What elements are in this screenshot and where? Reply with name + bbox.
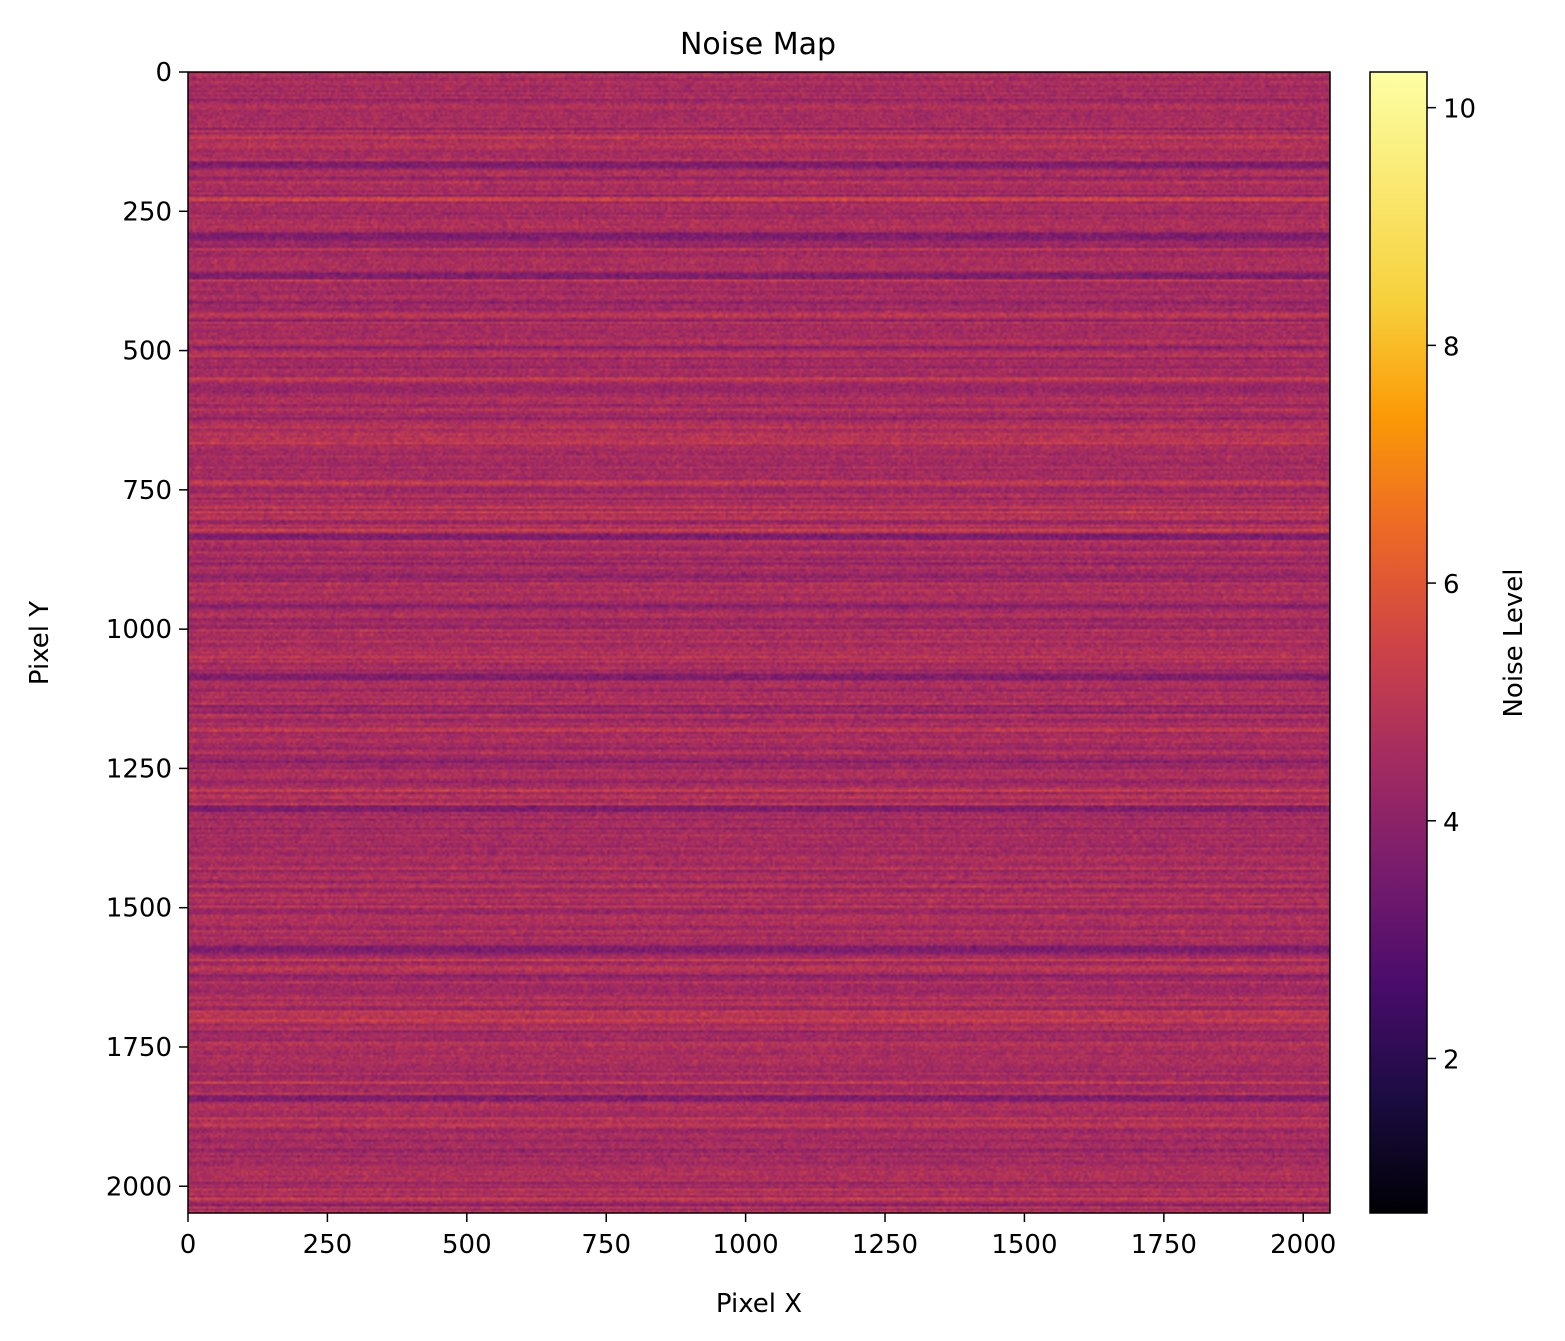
colorbar-tick-label: 8	[1443, 332, 1460, 362]
y-tick-label: 1500	[106, 894, 172, 924]
y-tick-label: 500	[122, 337, 172, 367]
heatmap-raster	[188, 72, 1330, 1213]
colorbar-ticks: 2 4 6 8 10	[1427, 95, 1476, 1075]
y-tick-label: 1000	[106, 615, 172, 645]
colorbar-tick-label: 10	[1443, 95, 1476, 125]
y-tick-label: 1750	[106, 1033, 172, 1063]
colorbar-tick-label: 6	[1443, 570, 1460, 600]
y-tick-label: 1250	[106, 754, 172, 784]
x-axis-label: Pixel X	[716, 1289, 802, 1319]
colorbar-frame	[1369, 71, 1428, 1214]
y-tick-label: 750	[122, 476, 172, 506]
colorbar-tick-label: 2	[1443, 1045, 1460, 1075]
x-tick-label: 2000	[1270, 1230, 1336, 1260]
heatmap-image	[188, 72, 1330, 1213]
colorbar: 2 4 6 8 10 Noise Level	[1369, 71, 1529, 1214]
chart-title: Noise Map	[680, 27, 836, 62]
colorbar-label: Noise Level	[1499, 568, 1529, 717]
y-tick-label: 250	[122, 197, 172, 227]
plot-frame	[187, 71, 1331, 1214]
x-tick-label: 250	[303, 1230, 353, 1260]
x-tick-label: 1500	[991, 1230, 1057, 1260]
y-axis: 0 250 500 750 1000 1250 1500 1750 2000	[106, 58, 188, 1202]
colorbar-gradient	[1370, 72, 1427, 1213]
y-tick-label: 0	[155, 58, 172, 88]
x-tick-label: 1750	[1131, 1230, 1197, 1260]
x-tick-label: 750	[581, 1230, 631, 1260]
x-tick-label: 1000	[713, 1230, 779, 1260]
colorbar-tick-label: 4	[1443, 808, 1460, 838]
x-tick-label: 500	[442, 1230, 492, 1260]
y-tick-label: 2000	[106, 1172, 172, 1202]
y-axis-label: Pixel Y	[25, 601, 55, 685]
x-tick-label: 1250	[852, 1230, 918, 1260]
x-axis: 0 250 500 750 1000 1250 1500 1750 2000	[180, 1213, 1336, 1260]
x-tick-label: 0	[180, 1230, 197, 1260]
